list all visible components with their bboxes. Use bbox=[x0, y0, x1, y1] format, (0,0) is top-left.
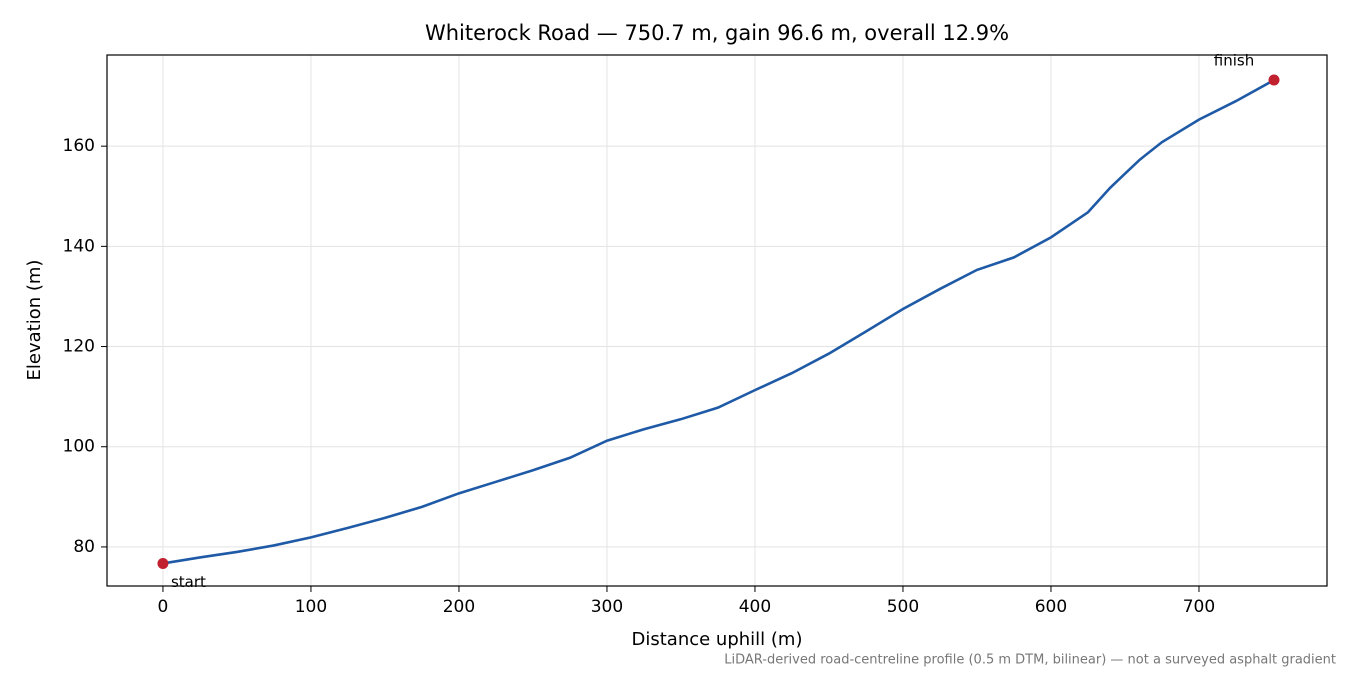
y-tick-label: 120 bbox=[63, 337, 95, 357]
plot-frame bbox=[106, 54, 1328, 587]
y-axis-label: Elevation (m) bbox=[24, 260, 45, 381]
x-tick-label: 500 bbox=[887, 597, 919, 617]
y-tick-label: 160 bbox=[63, 136, 95, 156]
start-marker bbox=[157, 557, 169, 569]
x-tick-label: 400 bbox=[739, 597, 771, 617]
y-tick-label: 100 bbox=[63, 437, 95, 457]
x-tick-label: 700 bbox=[1183, 597, 1215, 617]
start-label: start bbox=[171, 573, 206, 591]
x-tick-label: 200 bbox=[443, 597, 475, 617]
x-axis-label: Distance uphill (m) bbox=[632, 629, 803, 650]
chart-title: Whiterock Road — 750.7 m, gain 96.6 m, o… bbox=[425, 21, 1009, 45]
y-tick-label: 80 bbox=[73, 537, 95, 557]
y-tick-label: 140 bbox=[63, 236, 95, 256]
finish-marker bbox=[1268, 74, 1280, 86]
x-tick-label: 300 bbox=[591, 597, 623, 617]
finish-label: finish bbox=[1214, 52, 1254, 70]
elevation-line bbox=[162, 78, 1275, 565]
x-tick-label: 0 bbox=[158, 597, 169, 617]
x-tick-label: 600 bbox=[1035, 597, 1067, 617]
footnote: LiDAR-derived road-centreline profile (0… bbox=[724, 653, 1336, 668]
x-tick-label: 100 bbox=[295, 597, 327, 617]
